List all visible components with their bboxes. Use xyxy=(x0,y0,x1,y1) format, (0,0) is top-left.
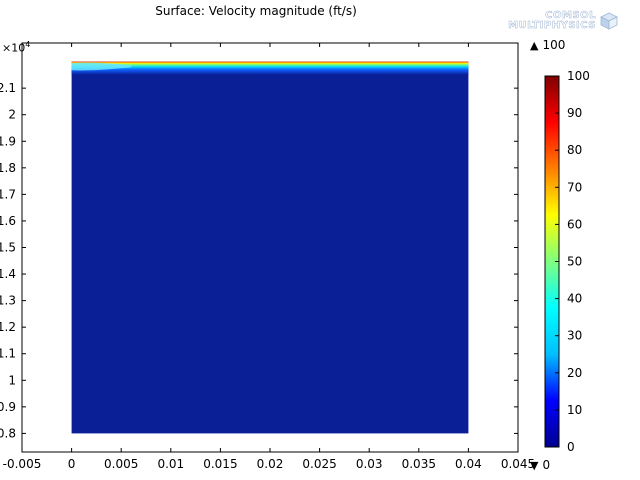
y-tick-label: 0.8 xyxy=(0,426,16,440)
x-tick-label: 0 xyxy=(68,457,76,471)
y-multiplier-base: ×10 xyxy=(2,41,26,55)
min-value-marker: ▼ 0 xyxy=(530,458,550,472)
chart-title: Surface: Velocity magnitude (ft/s) xyxy=(155,4,357,18)
y-tick-label: 1.2 xyxy=(0,320,16,334)
triangle-down-icon: ▼ xyxy=(530,459,539,472)
max-value-marker: ▲ 100 xyxy=(530,38,565,52)
x-tick-label: 0.025 xyxy=(302,457,336,471)
comsol-logo: COMSOL MULTIPHYSICS xyxy=(508,10,620,36)
colorbar-axis: 0 10 20 30 40 50 60 70 80 90 100 xyxy=(555,69,590,454)
y-tick-label: 1.1 xyxy=(0,347,16,361)
x-tick-label: 0.02 xyxy=(257,457,284,471)
x-tick-label: 0.01 xyxy=(157,457,184,471)
logo-line-1: COMSOL xyxy=(545,10,596,22)
colorbar-tick-label: 90 xyxy=(567,106,582,120)
x-tick-label: 0.005 xyxy=(104,457,138,471)
min-value-label: 0 xyxy=(542,458,551,472)
y-tick-label: 2 xyxy=(8,108,16,122)
max-value-label: 100 xyxy=(542,38,566,52)
colorbar-tick-label: 70 xyxy=(567,180,582,194)
y-axis: 0.8 0.9 1 1.1 1.2 1.3 1.4 1.5 1.6 1.7 1.8 1.9 2 2.1 xyxy=(0,81,518,440)
high-velocity-band xyxy=(71,61,469,75)
x-axis: -0.005 0 0.005 0.01 0.015 0.02 0.025 0.03 0.035 0… xyxy=(3,43,535,471)
colorbar-tick-label: 80 xyxy=(567,143,582,157)
y-tick-label: 1 xyxy=(8,373,16,387)
x-tick-label: 0.04 xyxy=(455,457,482,471)
y-multiplier-exponent: 4 xyxy=(25,40,31,49)
colorbar-tick-label: 20 xyxy=(567,366,582,380)
x-tick-label: 0.015 xyxy=(203,457,237,471)
y-tick-label: 1.5 xyxy=(0,241,16,255)
y-axis-multiplier: ×104 xyxy=(2,40,30,55)
cube-icon xyxy=(600,12,618,30)
x-tick-label: 0.035 xyxy=(402,457,436,471)
y-tick-label: 1.3 xyxy=(0,294,16,308)
colorbar-tick-label: 40 xyxy=(567,292,582,306)
colorbar-tick-label: 50 xyxy=(567,255,582,269)
x-tick-label: 0.045 xyxy=(501,457,535,471)
y-tick-label: 1.8 xyxy=(0,161,16,175)
colorbar-tick-label: 10 xyxy=(567,403,582,417)
x-tick-label: 0.03 xyxy=(356,457,383,471)
y-tick-label: 1.9 xyxy=(0,134,16,148)
y-tick-label: 1.4 xyxy=(0,267,16,281)
y-tick-label: 1.6 xyxy=(0,214,16,228)
colorbar-tick-label: 30 xyxy=(567,329,582,343)
y-tick-label: 2.1 xyxy=(0,81,16,95)
x-tick-label: -0.005 xyxy=(3,457,42,471)
inlet-jet xyxy=(71,62,132,71)
colorbar-tick-label: 100 xyxy=(567,69,590,83)
y-tick-label: 1.7 xyxy=(0,187,16,201)
triangle-up-icon: ▲ xyxy=(530,39,539,52)
y-tick-label: 0.9 xyxy=(0,400,16,414)
colorbar-tick-label: 60 xyxy=(567,217,582,231)
colorbar-tick-label: 0 xyxy=(567,440,575,454)
velocity-field xyxy=(71,61,469,434)
logo-line-2: MULTIPHYSICS xyxy=(508,20,596,32)
